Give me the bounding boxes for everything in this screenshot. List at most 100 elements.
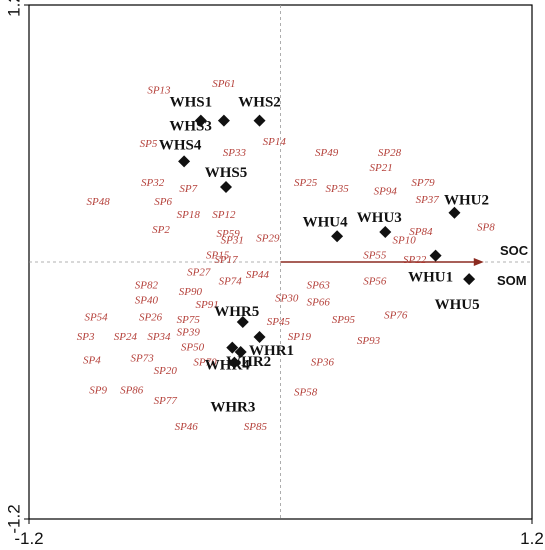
species-label-sp48: SP48 (87, 196, 111, 208)
species-label-sp12: SP12 (212, 209, 236, 221)
species-label-sp63: SP63 (307, 280, 331, 292)
site-label-whs5: WHS5 (205, 165, 248, 181)
species-label-sp6: SP6 (154, 196, 172, 208)
species-label-sp25: SP25 (294, 177, 318, 189)
species-label-sp39: SP39 (177, 327, 201, 339)
species-label-sp40: SP40 (135, 295, 159, 307)
site-marker-whu5 (463, 273, 476, 286)
site-label-whs4: WHS4 (159, 137, 202, 153)
species-label-sp13: SP13 (147, 85, 171, 97)
vector-arrowhead (473, 258, 484, 266)
species-label-sp74: SP74 (219, 275, 243, 287)
species-label-sp61: SP61 (212, 78, 235, 90)
species-label-sp5: SP5 (140, 138, 158, 150)
species-label-sp36: SP36 (311, 357, 335, 369)
species-label-sp77: SP77 (154, 395, 178, 407)
species-label-sp22: SP22 (403, 254, 427, 266)
species-label-sp82: SP82 (135, 280, 159, 292)
species-label-sp84: SP84 (409, 226, 433, 238)
species-label-sp91: SP91 (196, 299, 219, 311)
y-tick-label: -1.2 (5, 504, 24, 533)
species-label-sp33: SP33 (223, 147, 247, 159)
site-label-whr4: WHR4 (205, 358, 251, 374)
species-label-sp56: SP56 (363, 275, 387, 287)
species-label-sp55: SP55 (363, 250, 387, 262)
species-label-sp37: SP37 (416, 194, 440, 206)
species-label-sp31: SP31 (221, 235, 244, 247)
species-label-sp19: SP19 (288, 331, 312, 343)
site-label-whr1: WHR1 (249, 343, 294, 359)
site-label-whr3: WHR3 (210, 400, 255, 416)
species-label-sp54: SP54 (84, 312, 108, 324)
species-label-sp95: SP95 (332, 314, 356, 326)
vector-label-soc: SOC (500, 243, 529, 258)
site-marker-whu4 (331, 230, 344, 243)
site-label-whs1: WHS1 (170, 95, 213, 111)
species-label-sp73: SP73 (131, 352, 155, 364)
site-label-whu3: WHU3 (357, 210, 402, 226)
species-label-sp28: SP28 (378, 147, 402, 159)
species-label-sp20: SP20 (154, 365, 178, 377)
species-label-sp27: SP27 (187, 267, 211, 279)
site-label-whu2: WHU2 (444, 193, 489, 209)
site-marker-whr3 (228, 356, 241, 369)
species-label-sp7: SP7 (179, 183, 197, 195)
species-label-sp46: SP46 (175, 421, 199, 433)
species-label-sp50: SP50 (181, 342, 205, 354)
site-marker-whr4 (226, 341, 239, 354)
species-label-sp75: SP75 (177, 314, 201, 326)
species-label-sp35: SP35 (325, 183, 349, 195)
species-label-sp4: SP4 (83, 355, 101, 367)
site-marker-whs2 (253, 114, 266, 127)
species-label-sp90: SP90 (179, 286, 203, 298)
site-label-whu1: WHU1 (408, 270, 453, 286)
species-label-sp70: SP70 (193, 357, 217, 369)
species-label-sp24: SP24 (114, 331, 138, 343)
site-label-whs2: WHS2 (238, 95, 281, 111)
site-marker-whr1 (253, 330, 266, 343)
species-label-sp34: SP34 (147, 331, 171, 343)
species-label-sp85: SP85 (244, 421, 268, 433)
species-label-sp9: SP9 (89, 385, 107, 397)
species-label-sp21: SP21 (369, 162, 392, 174)
species-label-sp66: SP66 (307, 297, 331, 309)
species-label-sp76: SP76 (384, 310, 408, 322)
site-marker-whs4 (178, 155, 191, 168)
species-label-sp29: SP29 (256, 232, 280, 244)
site-marker-whr2 (234, 345, 247, 358)
site-marker-whr5 (236, 315, 249, 328)
site-marker-whs1 (194, 114, 207, 127)
site-label-whs3: WHS3 (169, 119, 212, 135)
species-label-sp93: SP93 (357, 335, 381, 347)
species-label-sp94: SP94 (374, 185, 398, 197)
site-marker-whu2 (448, 206, 461, 219)
site-label-whr5: WHR5 (214, 304, 259, 320)
site-marker-whs5 (220, 181, 233, 194)
site-marker-whu1 (429, 249, 442, 262)
species-label-sp32: SP32 (141, 177, 165, 189)
species-label-sp30: SP30 (275, 292, 299, 304)
species-label-sp58: SP58 (294, 387, 318, 399)
species-label-sp26: SP26 (139, 312, 163, 324)
site-label-whr2: WHR2 (226, 354, 271, 370)
species-label-sp45: SP45 (267, 316, 291, 328)
species-label-sp86: SP86 (120, 385, 144, 397)
vector-label-som: SOM (497, 273, 527, 288)
site-label-whu5: WHU5 (435, 297, 480, 313)
x-tick-label: -1.2 (14, 529, 43, 548)
x-tick-label: 1.2 (520, 529, 544, 548)
site-label-whu4: WHU4 (303, 214, 349, 230)
species-label-sp10: SP10 (393, 235, 417, 247)
species-label-sp3: SP3 (77, 331, 95, 343)
species-label-sp17: SP17 (214, 254, 238, 266)
site-marker-whu3 (379, 226, 392, 239)
species-label-sp49: SP49 (315, 147, 339, 159)
y-tick-label: 1.2 (5, 0, 24, 17)
species-label-sp59: SP59 (216, 228, 240, 240)
species-label-sp14: SP14 (263, 136, 287, 148)
species-label-sp18: SP18 (177, 209, 201, 221)
site-marker-whs3 (217, 114, 230, 127)
species-label-sp44: SP44 (246, 269, 270, 281)
species-label-sp15: SP15 (206, 250, 230, 262)
